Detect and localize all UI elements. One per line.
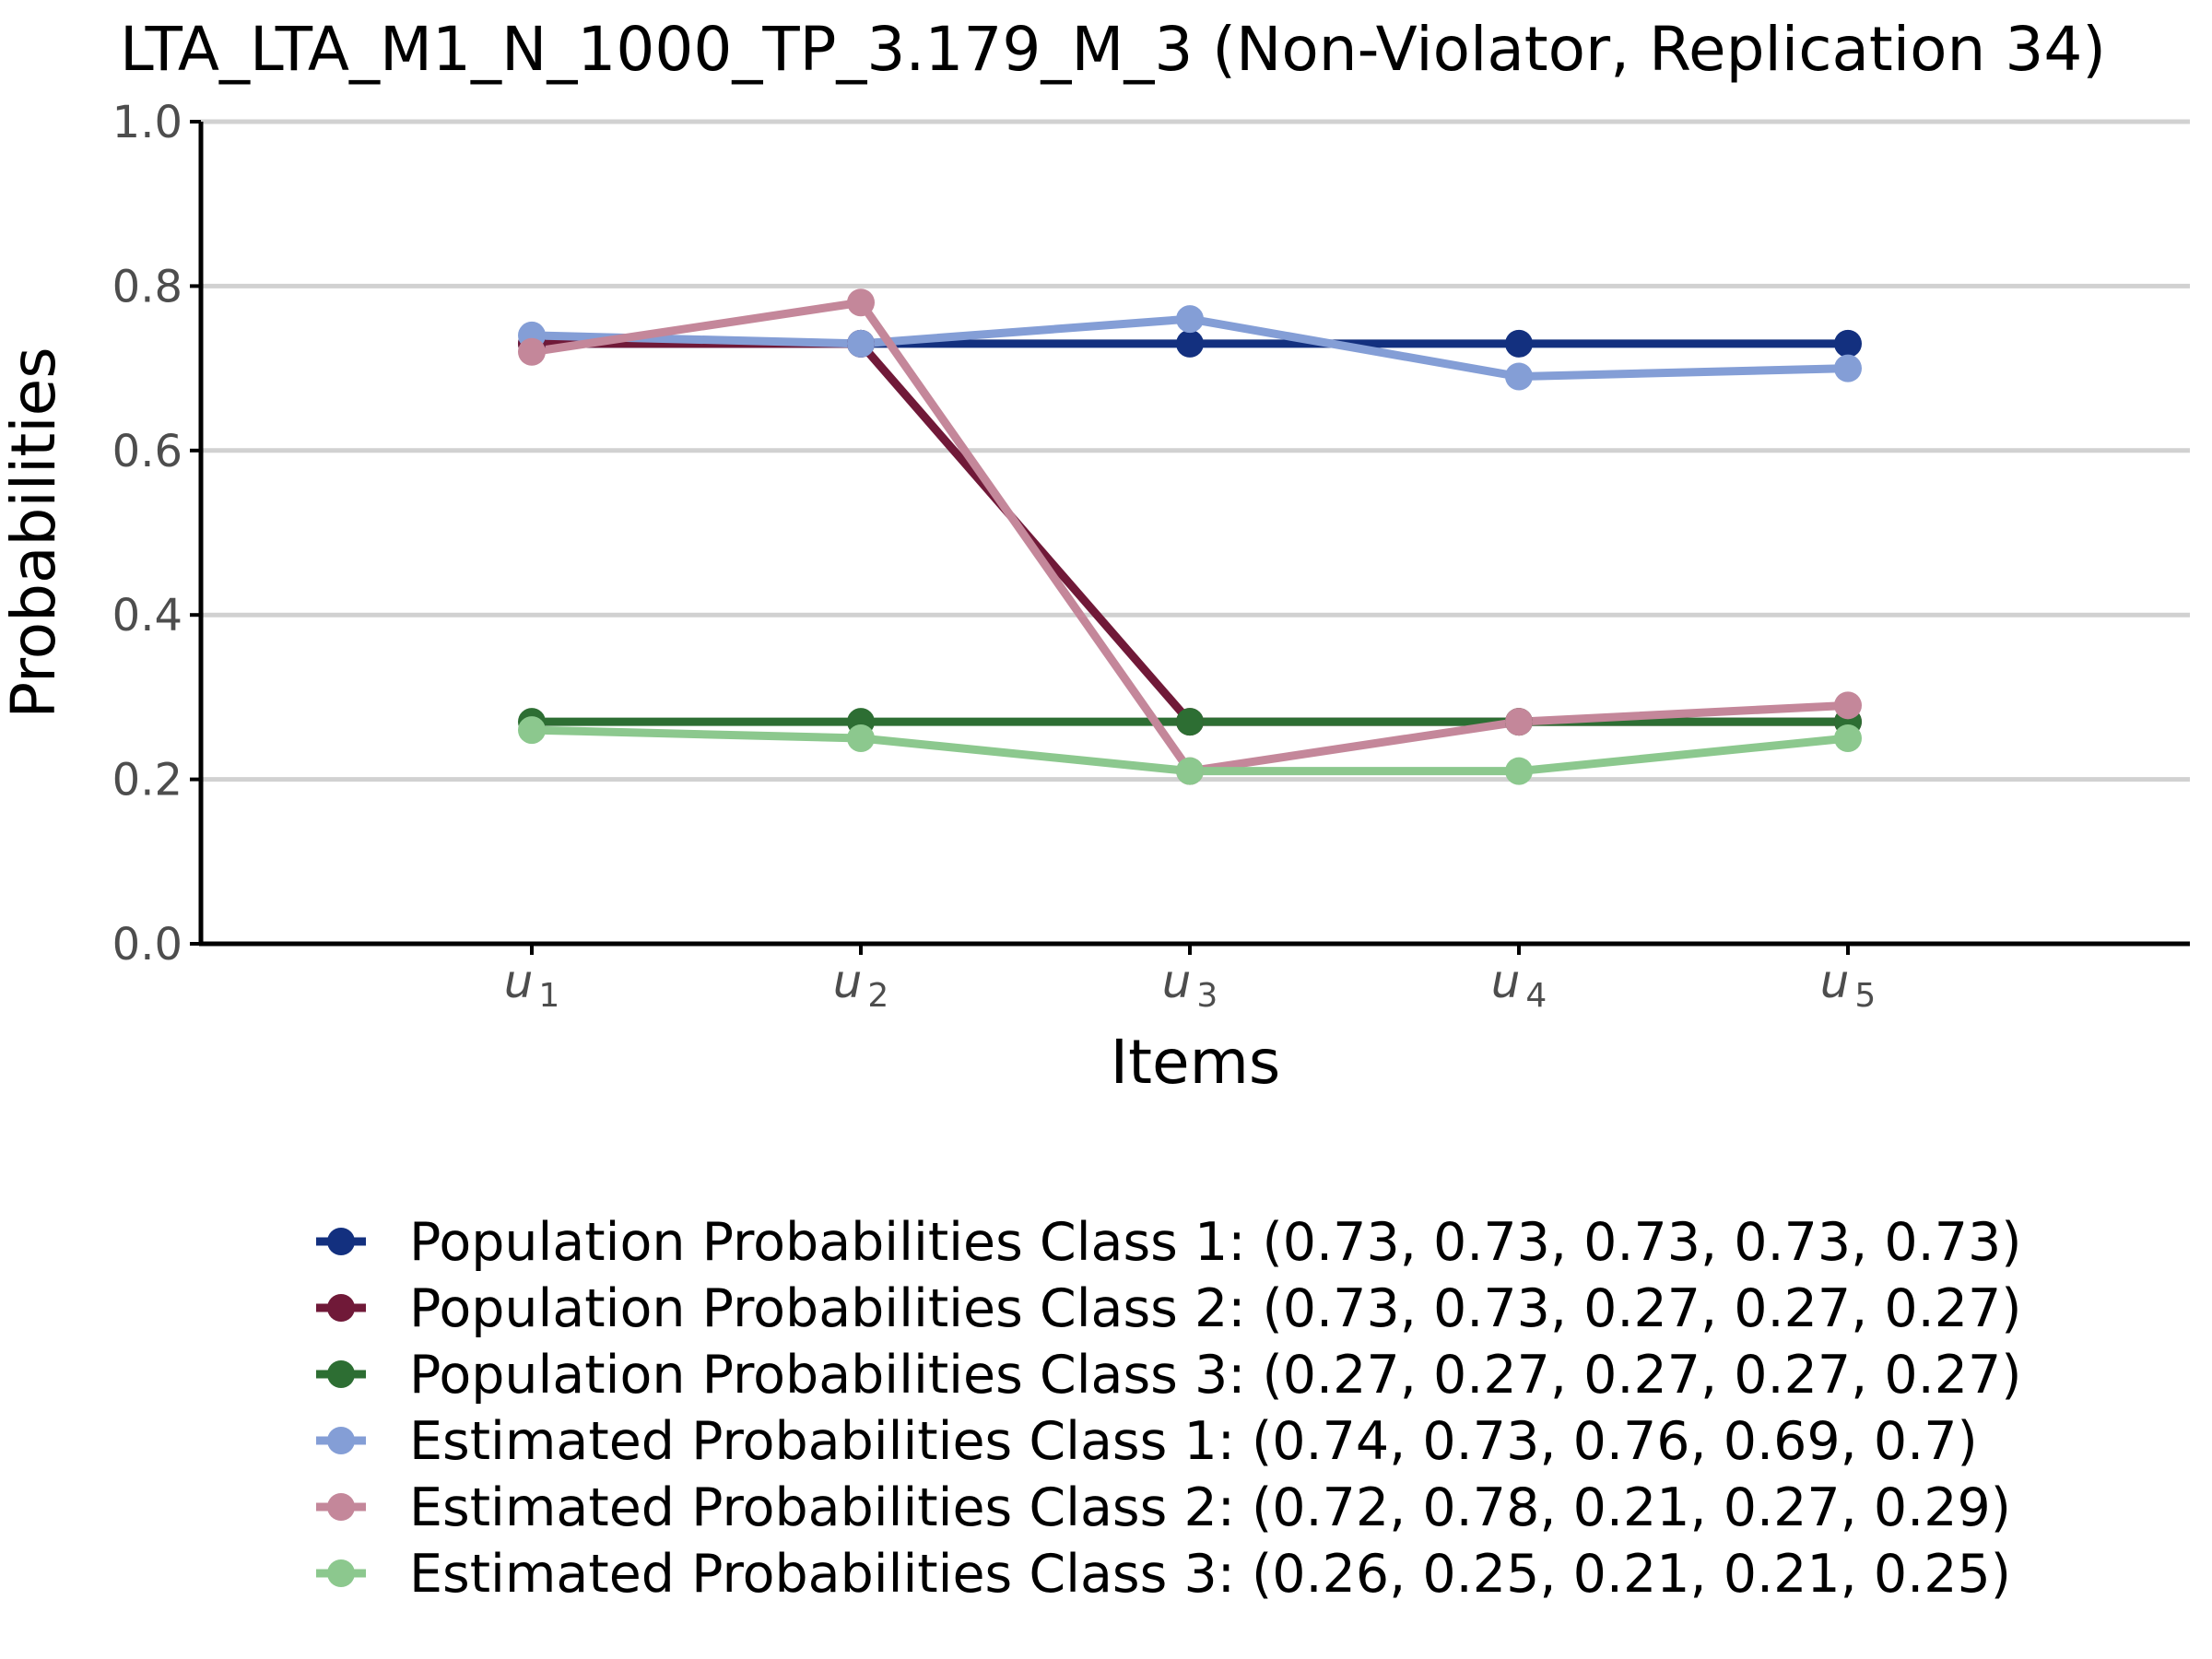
legend-key-marker (327, 1360, 355, 1388)
x-tick-label-subscript: 4 (1525, 977, 1547, 1015)
x-tick-label-subscript: 3 (1196, 977, 1218, 1015)
data-point-series-1 (1834, 329, 1862, 358)
legend-label: Population Probabilities Class 2: (0.73,… (409, 1278, 2022, 1339)
data-point-series-6 (847, 724, 875, 752)
y-tick-label: 0.4 (112, 590, 182, 641)
legend-key-marker (327, 1427, 355, 1454)
y-tick-label: 0.6 (112, 426, 182, 477)
data-point-series-3 (1176, 708, 1204, 736)
data-point-series-6 (1176, 757, 1204, 785)
data-point-series-4 (1176, 305, 1204, 334)
data-point-series-5 (1834, 691, 1862, 720)
data-point-series-6 (1834, 724, 1862, 752)
series-points (518, 288, 1862, 785)
legend: Population Probabilities Class 1: (0.73,… (316, 1212, 2022, 1605)
legend-item: Population Probabilities Class 1: (0.73,… (316, 1212, 2022, 1273)
data-point-series-1 (1505, 329, 1533, 358)
legend-item: Population Probabilities Class 3: (0.27,… (316, 1345, 2022, 1406)
legend-key-marker (327, 1493, 355, 1521)
x-tick-label-subscript: 1 (538, 977, 559, 1015)
x-axis-title: Items (1111, 1027, 1281, 1098)
legend-item: Estimated Probabilities Class 3: (0.26, … (316, 1544, 2011, 1605)
legend-key-marker (327, 1228, 355, 1255)
legend-label: Estimated Probabilities Class 1: (0.74, … (409, 1411, 1978, 1472)
legend-label: Estimated Probabilities Class 2: (0.72, … (409, 1477, 2011, 1538)
legend-item: Estimated Probabilities Class 1: (0.74, … (316, 1411, 1978, 1472)
data-point-series-5 (518, 337, 546, 366)
series-lines (527, 298, 1853, 776)
data-point-series-6 (1505, 757, 1533, 785)
x-tick-label-base: u (1162, 955, 1192, 1008)
chart-title: LTA_LTA_M1_N_1000_TP_3.179_M_3 (Non-Viol… (120, 14, 2106, 85)
legend-label: Estimated Probabilities Class 3: (0.26, … (409, 1544, 2011, 1605)
gridlines (201, 119, 2190, 782)
data-point-series-6 (518, 716, 546, 745)
data-point-series-4 (847, 329, 875, 358)
legend-key-marker (327, 1294, 355, 1322)
legend-item: Population Probabilities Class 2: (0.73,… (316, 1278, 2022, 1339)
legend-key-marker (327, 1559, 355, 1587)
x-tick-label-base: u (504, 955, 534, 1008)
y-tick-label: 0.8 (112, 261, 182, 312)
data-point-series-4 (1834, 354, 1862, 382)
x-tick-label-base: u (1820, 955, 1850, 1008)
y-axis-title: Probabilities (0, 347, 69, 718)
x-tick-label-subscript: 5 (1854, 977, 1876, 1015)
data-point-series-1 (1176, 329, 1204, 358)
x-tick-label-subscript: 2 (867, 977, 888, 1015)
axes (198, 122, 2190, 947)
legend-item: Estimated Probabilities Class 2: (0.72, … (316, 1477, 2011, 1538)
legend-label: Population Probabilities Class 1: (0.73,… (409, 1212, 2022, 1273)
y-tick-label: 0.2 (112, 755, 182, 806)
y-axis-ticks: 0.0 0.2 0.4 0.6 0.8 1.0 (112, 97, 201, 971)
x-tick-label-base: u (833, 955, 863, 1008)
y-tick-label: 0.0 (112, 919, 182, 971)
x-tick-label-base: u (1491, 955, 1521, 1008)
data-point-series-5 (847, 288, 875, 317)
y-tick-label: 1.0 (112, 97, 182, 148)
series-line-2 (527, 339, 1853, 726)
data-point-series-4 (1505, 362, 1533, 391)
data-point-series-5 (1505, 708, 1533, 736)
legend-label: Population Probabilities Class 3: (0.27,… (409, 1345, 2022, 1406)
